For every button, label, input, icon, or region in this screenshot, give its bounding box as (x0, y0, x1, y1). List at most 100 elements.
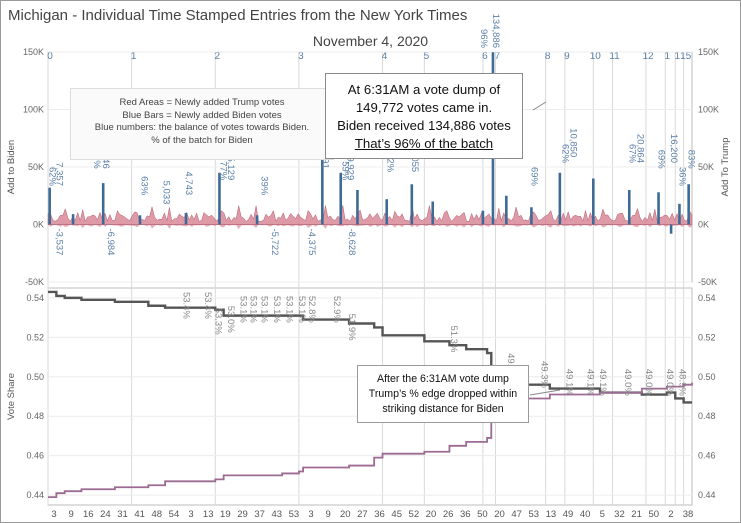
bottom-x-tick-label: 5 (600, 509, 605, 520)
bottom-x-tick-label: 43 (271, 509, 282, 520)
vote-share-label: 53.4% (180, 292, 191, 319)
hour-tick-label: 15 (680, 51, 692, 62)
bottom-x-tick-label: 20 (426, 509, 437, 520)
vote-share-label: 49.1% (597, 369, 608, 396)
bottom-x-tick-label: 50 (648, 509, 659, 520)
vote-share-label: 52.9% (331, 296, 342, 323)
vote-dump-callout: At 6:31AM a vote dump of 149,772 votes c… (325, 73, 523, 159)
bottom-x-tick-label: 13 (203, 509, 214, 520)
vote-share-label: 49.1% (564, 369, 575, 396)
vote-share-label: 53.1% (296, 296, 307, 323)
callout2-arrow (529, 389, 561, 396)
biden-bar (627, 190, 631, 225)
hour-tick-label: 11 (609, 51, 620, 62)
vote-share-label: 53.1% (237, 296, 248, 323)
biden-value-label: -6,984 (105, 229, 116, 256)
vote-share-label: 53.0% (225, 306, 236, 333)
bottom-x-tick-label: 3 (188, 509, 193, 520)
bottom-x-tick-label: 13 (546, 509, 557, 520)
bottom-x-tick-label: 20 (494, 509, 505, 520)
callout-arrow (532, 101, 547, 111)
hour-tick-label: 1 (664, 51, 670, 62)
vote-share-label: 53.1% (247, 296, 258, 323)
hour-tick-label: 6 (482, 51, 488, 62)
hour-tick-label: 1 (674, 51, 680, 62)
top-y-axis-title: Add to Biden (6, 140, 17, 194)
bottom-x-tick-label: 37 (254, 509, 265, 520)
bottom-y-tick-right: 0.54 (698, 293, 716, 303)
vote-share-label: 51.3% (448, 325, 459, 352)
bottom-x-tick-label: 24 (100, 509, 111, 520)
bottom-x-tick-label: 21 (631, 509, 642, 520)
bottom-y-axis-title: Vote Share (6, 373, 17, 420)
hour-tick-label: 3 (298, 51, 304, 62)
top-y-axis-title-right: Add To Trump (720, 138, 731, 197)
biden-value-label: 10,850 (568, 128, 579, 157)
biden-value-label: 96% (478, 29, 489, 49)
biden-bar (385, 199, 389, 225)
bottom-y-tick-left: 0.50 (26, 372, 44, 382)
biden-bar (481, 210, 485, 225)
bottom-y-tick-right: 0.48 (698, 411, 716, 421)
biden-value-label: -5,722 (269, 229, 280, 256)
chart-title: Michigan - Individual Time Stamped Entri… (8, 7, 468, 24)
biden-bar (138, 215, 142, 225)
bottom-y-tick-left: 0.52 (26, 332, 44, 342)
biden-bar (669, 224, 673, 234)
vote-share-label: 49.1% (584, 369, 595, 396)
biden-value-label: 20,864 (635, 134, 646, 163)
biden-value-label: 4,743 (183, 171, 194, 195)
bottom-x-tick-label: 9 (68, 509, 73, 520)
legend-line-percent: % of the batch for Biden (151, 134, 253, 146)
biden-value-label: 67% (626, 144, 637, 164)
bottom-x-tick-label: 2 (668, 509, 673, 520)
hour-tick-label: 10 (590, 51, 602, 62)
top-y-tick-left: 100K (23, 105, 44, 115)
bottom-x-tick-label: 53 (528, 509, 539, 520)
callout-line-2: 149,772 votes came in. (355, 100, 493, 115)
biden-value-label: 15,129 (225, 151, 236, 180)
biden-value-label: 63% (139, 176, 150, 196)
bottom-y-tick-right: 0.46 (698, 451, 716, 461)
top-y-tick-right: 150K (698, 47, 719, 57)
bottom-x-tick-label: 36 (460, 509, 471, 520)
biden-value-label: 69% (656, 150, 667, 170)
biden-bar (339, 172, 343, 225)
vote-share-label: 53.4% (202, 292, 213, 319)
biden-bar (530, 207, 533, 225)
top-y-tick-left: 50K (28, 162, 44, 172)
trump-additions-area (47, 205, 693, 225)
biden-bar (356, 190, 359, 225)
hour-tick-label: 5 (424, 51, 430, 62)
biden-bar (218, 172, 221, 225)
biden-value-label: -8,628 (346, 229, 357, 256)
bottom-y-tick-left: 0.46 (26, 451, 44, 461)
biden-bar (71, 214, 75, 225)
vote-share-label: 53.1% (271, 296, 282, 323)
trump-negative-area (48, 224, 692, 230)
biden-value-label: 62% (559, 144, 570, 164)
vote-share-line-biden (48, 382, 693, 499)
legend-line-trump: Red Areas = Newly added Trump votes (119, 97, 285, 108)
top-y-tick-right: 0K (698, 220, 709, 230)
bottom-y-tick-right: 0.44 (698, 490, 716, 500)
legend-line-biden: Blue Bars = Newly added Biden votes (122, 109, 282, 121)
bottom-x-tick-label: 48 (152, 509, 163, 520)
biden-bar (592, 178, 595, 225)
vote-share-label: 51.9% (346, 314, 357, 341)
bottom-x-tick-label: 36 (374, 509, 385, 520)
vote-share-label: 48.9% (676, 369, 687, 396)
bottom-x-tick-label: 47 (511, 509, 522, 520)
top-y-tick-right: 50K (698, 162, 714, 172)
bottom-x-tick-label: 27 (357, 509, 368, 520)
top-y-tick-right: -50K (698, 277, 717, 287)
vote-share-label: 53.1% (258, 296, 269, 323)
hour-tick-label: 4 (382, 51, 388, 62)
vote-share-label: 49.0% (622, 369, 633, 396)
biden-bar (410, 184, 414, 225)
bottom-x-tick-label: 19 (220, 509, 231, 520)
bottom-y-tick-right: 0.52 (698, 332, 716, 342)
biden-bar (431, 201, 435, 225)
bottom-x-tick-label: 16 (83, 509, 94, 520)
callout2-line-1: After the 6:31AM vote dump (377, 373, 509, 385)
